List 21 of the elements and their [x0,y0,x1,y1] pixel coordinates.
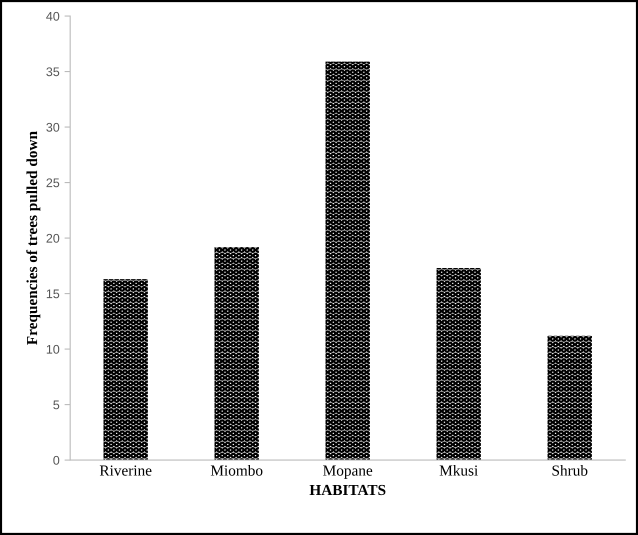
y-tick-label: 15 [46,290,60,298]
bar [214,246,259,460]
x-tick-label: Riverine [100,465,152,476]
bar [103,279,148,460]
x-tick-label: Miombo [210,464,262,476]
x-axis-title: HABITATS [310,484,386,496]
bar [326,62,370,460]
bar [548,336,592,460]
x-tick-label: Mkusi [440,464,478,476]
y-tick-label: 0 [53,456,60,465]
y-tick-label: 10 [46,344,60,354]
bar [436,268,481,460]
y-tick-label: 40 [46,12,60,21]
y-tick-label: 5 [53,400,60,410]
y-axis-title: Frequencies of trees pulled down [26,131,40,345]
y-tick-label: 25 [46,178,60,188]
x-tick-label: Mopane [323,466,372,479]
y-tick-label: 30 [46,122,60,132]
y-tick-label: 35 [46,67,60,76]
x-tick-label: Shrub [552,464,588,476]
y-tick-label: 20 [46,234,60,243]
